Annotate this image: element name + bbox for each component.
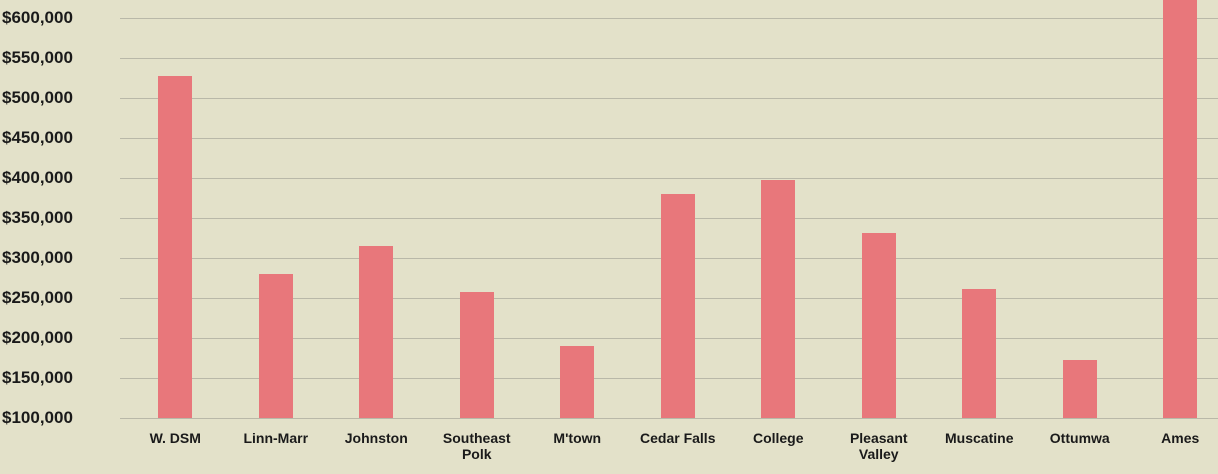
y-tick-label: $350,000: [2, 208, 73, 227]
bar: [761, 179, 796, 418]
bar: [459, 291, 494, 418]
x-tick-label: Cedar Falls: [640, 430, 716, 446]
x-tick-label: Linn-Marr: [243, 430, 309, 446]
bar: [1163, 0, 1198, 418]
grid-line: [120, 138, 1218, 139]
grid-line: [120, 178, 1218, 179]
y-tick-label: $550,000: [2, 48, 73, 67]
bar: [1062, 360, 1097, 418]
y-tick-label: $600,000: [2, 8, 73, 27]
bar: [158, 76, 193, 418]
bar: [560, 346, 595, 418]
y-tick-label: $400,000: [2, 168, 73, 187]
bar: [258, 274, 293, 418]
y-tick-label: $500,000: [2, 88, 73, 107]
x-tick-label: M'town: [553, 430, 602, 446]
y-tick-label: $200,000: [2, 328, 73, 347]
grid-line: [120, 98, 1218, 99]
x-tick-label: Pleasant Valley: [849, 430, 908, 462]
x-tick-label: Muscatine: [945, 430, 1014, 446]
y-tick-label: $450,000: [2, 128, 73, 147]
grid-line: [120, 18, 1218, 19]
bar: [660, 194, 695, 418]
y-tick-label: $250,000: [2, 288, 73, 307]
x-tick-label: Johnston: [344, 430, 408, 446]
x-tick-label: Ottumwa: [1049, 430, 1110, 446]
y-tick-label: $150,000: [2, 368, 73, 387]
y-tick-label: $100,000: [2, 408, 73, 427]
bar: [861, 233, 896, 418]
x-tick-label: W. DSM: [149, 430, 201, 446]
x-tick-label: Ames: [1161, 430, 1200, 446]
grid-line: [120, 58, 1218, 59]
bar: [359, 246, 394, 418]
grid-line: [120, 418, 1218, 419]
y-tick-label: $300,000: [2, 248, 73, 267]
bar: [962, 289, 997, 418]
x-tick-label: Southeast Polk: [442, 430, 511, 462]
x-tick-label: College: [752, 430, 804, 446]
